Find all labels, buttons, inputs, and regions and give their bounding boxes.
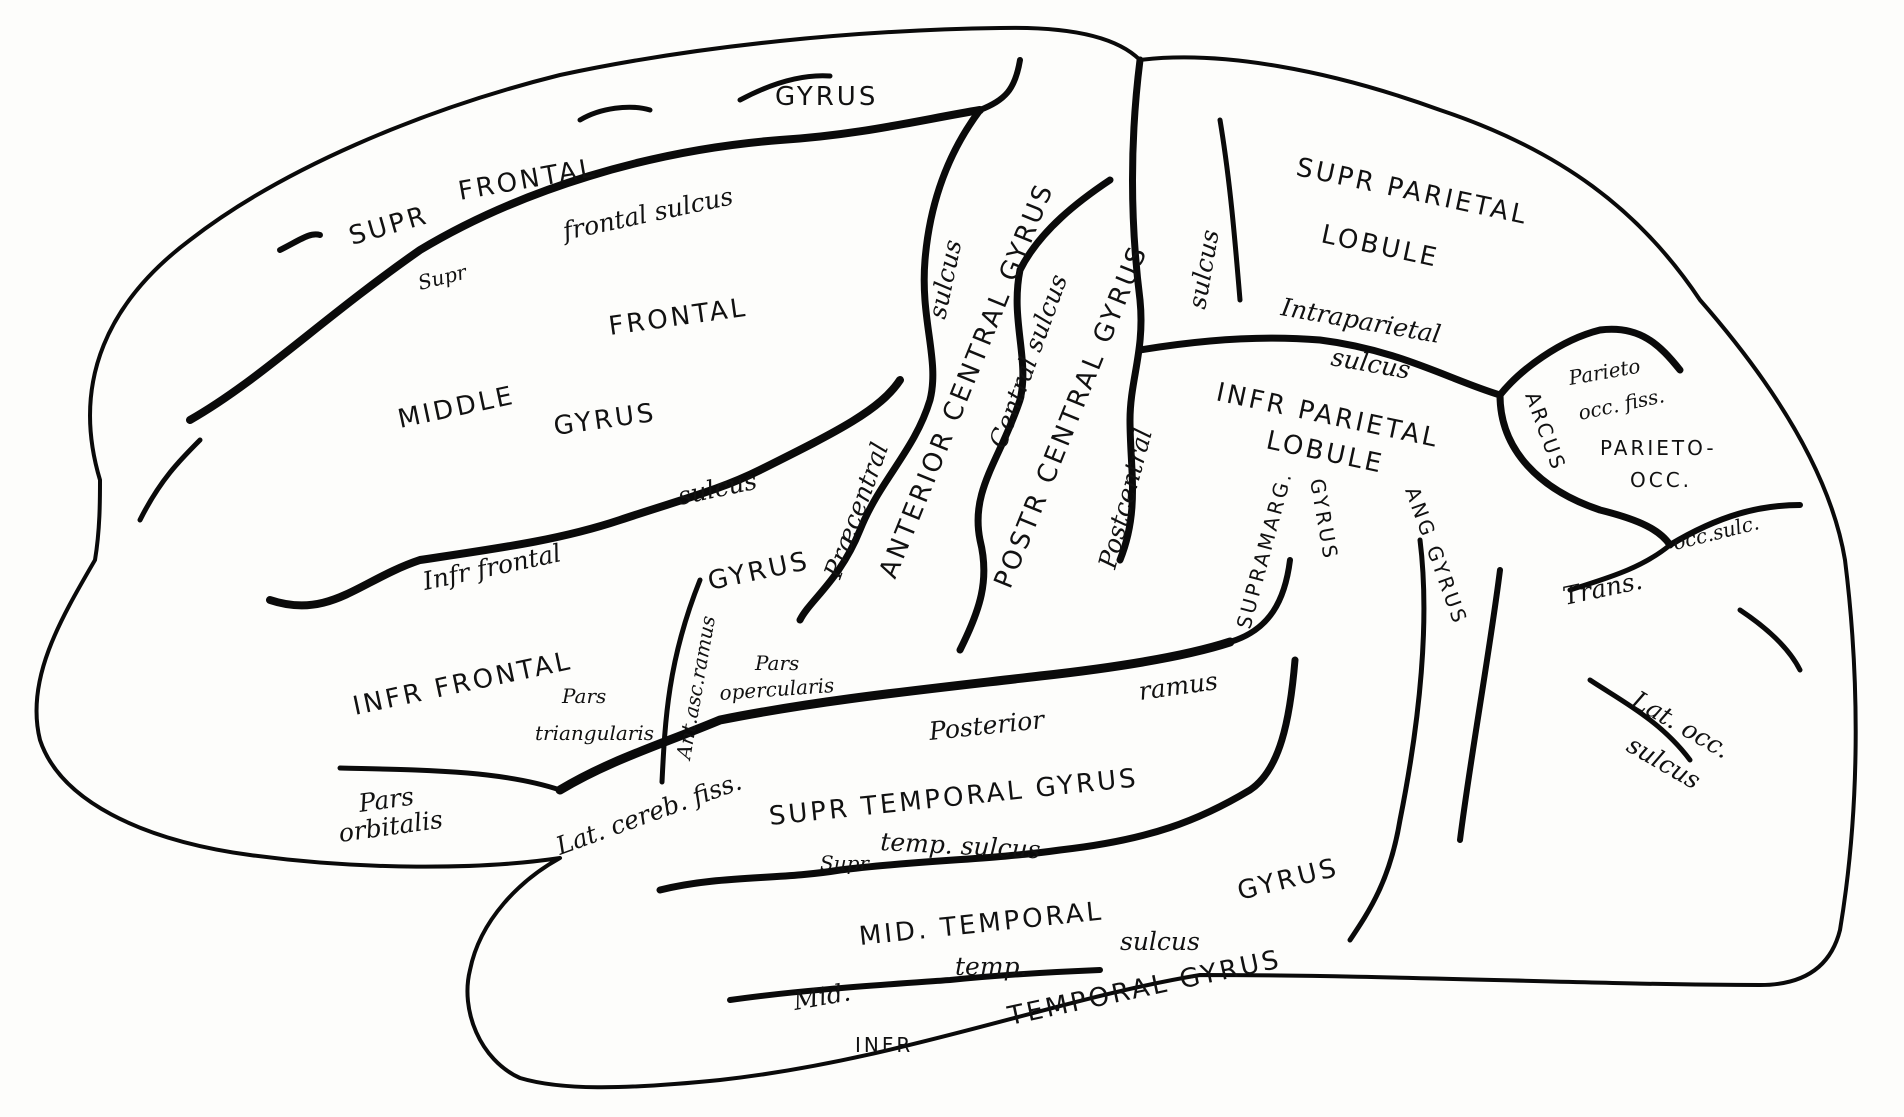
- transverse-occipital-sulcus: [1667, 502, 1803, 548]
- label-parieto-occ: PARIETO-: [1600, 436, 1717, 460]
- label-pars-opercularis-a: Pars: [754, 651, 799, 675]
- label-supr-small: Supr: [415, 259, 470, 294]
- label-pars-triangularis-a: Pars: [561, 684, 606, 708]
- sulcus-branch: [1737, 607, 1803, 673]
- label-infr-frontal-sulcus-b: sulcus: [675, 466, 759, 511]
- label-parieto-occ-fiss: Parieto: [1566, 354, 1642, 390]
- lateral-fissure: [555, 637, 1235, 795]
- label-supr-parietal: SUPR PARIETAL: [1294, 153, 1532, 232]
- label-pars-opercularis-b: opercularis: [719, 673, 835, 705]
- label-mid-temp-sulcus: Mid.: [790, 977, 853, 1016]
- label-postcentral: Postcentral: [1093, 425, 1158, 572]
- superior-frontal-sulcus: [186, 106, 984, 424]
- label-ant-asc-ramus: Ant.asc.ramus: [671, 614, 720, 763]
- lateral-occipital-sulcus: [1587, 677, 1693, 763]
- label-supr-temp: Supr: [820, 851, 870, 875]
- central-sulcus: [956, 176, 1114, 654]
- sulcus-branch: [1457, 567, 1503, 843]
- label-lobule-1: LOBULE: [1319, 220, 1442, 274]
- middle-temporal-sulcus: [727, 967, 1103, 1003]
- label-infr-frontal-gyrus: INFR FRONTAL: [350, 646, 575, 722]
- sulcus-branch: [1347, 537, 1427, 943]
- parieto-occipital-fissure: [1496, 325, 1684, 399]
- label-mid-temp-sulcus-b: temp.: [955, 952, 1028, 981]
- label-trans-occ: Trans.: [1560, 566, 1645, 611]
- label-middle: MIDDLE: [395, 381, 518, 435]
- label-infr-temporal-b: TEMPORAL GYRUS: [1004, 945, 1284, 1033]
- label-pars-orbitalis-b: orbitalis: [337, 805, 445, 848]
- label-intraparietal: Intraparietal: [1278, 292, 1443, 349]
- label-sup-temporal-gyrus: SUPR TEMPORAL GYRUS: [768, 763, 1140, 832]
- label-parieto-occ-fiss-b: occ. fiss.: [1576, 383, 1666, 425]
- sulcus-branch: [977, 57, 1023, 113]
- label-posterior-ramus: Posterior: [927, 705, 1048, 746]
- arcus-parieto-occ: [1496, 391, 1674, 549]
- sulcus-branch: [737, 73, 833, 103]
- label-posterior-ramus-b: ramus: [1137, 666, 1220, 706]
- label-infr-temporal: INFR: [855, 1033, 913, 1057]
- label-sup-frontal: FRONTAL: [456, 153, 599, 207]
- label-postcentral-b: sulcus: [1182, 227, 1224, 311]
- precentral-sulcus: [796, 106, 984, 624]
- ant-horiz-ramus: [337, 765, 563, 793]
- label-gyrus-mid: GYRUS: [552, 398, 659, 442]
- label-infr-frontal-sulcus: Infr frontal: [419, 538, 563, 596]
- label-mid-temp-sulcus-c: sulcus: [1120, 927, 1200, 956]
- label-infr-frontal-gyrus-b: GYRUS: [705, 546, 812, 597]
- posterior-ramus-end: [1227, 557, 1293, 645]
- cerebrum-outline: [34, 25, 1858, 1090]
- ant-asc-ramus: [659, 577, 703, 785]
- label-trans-occ-b: occ.sulc.: [1670, 510, 1761, 555]
- label-sup-frontal-gyrus: GYRUS: [775, 82, 878, 112]
- label-mid-temporal: MID. TEMPORAL: [858, 896, 1106, 952]
- label-intra-sulcus: sulcus: [1329, 342, 1413, 384]
- label-mid-temporal-b: GYRUS: [1234, 853, 1342, 907]
- sulcus-branch: [577, 104, 653, 123]
- label-lat-cereb-fiss: Lat. cereb. fiss.: [551, 767, 745, 861]
- label-supr-temp-b: temp. sulcus: [880, 827, 1042, 864]
- label-praecentral-b: sulcus: [923, 237, 968, 321]
- label-arcus: ARCUS: [1520, 389, 1571, 475]
- label-frontal-sulcus: frontal sulcus: [558, 182, 735, 247]
- sulcus-branch: [1567, 542, 1673, 593]
- sulcus-branch: [277, 231, 323, 253]
- sulcus-branch: [137, 437, 203, 523]
- label-parieto-occ-b: OCC.: [1630, 468, 1692, 492]
- superior-temporal-sulcus: [656, 656, 1299, 894]
- label-supramarg-gyrus: SUPRAMARG.: [1232, 468, 1297, 632]
- label-pars-triangularis-b: triangularis: [535, 721, 654, 745]
- intraparietal-sulcus: [1136, 334, 1504, 399]
- label-supramarg-gyrus-b: GYRUS: [1305, 477, 1343, 563]
- label-frontal: FRONTAL: [607, 293, 750, 342]
- sulcus-branch: [1217, 117, 1243, 303]
- inferior-frontal-sulcus: [266, 376, 904, 610]
- label-ang-gyrus: ANG GYRUS: [1400, 484, 1472, 629]
- label-sup-frontal-sup: SUPR: [346, 200, 432, 251]
